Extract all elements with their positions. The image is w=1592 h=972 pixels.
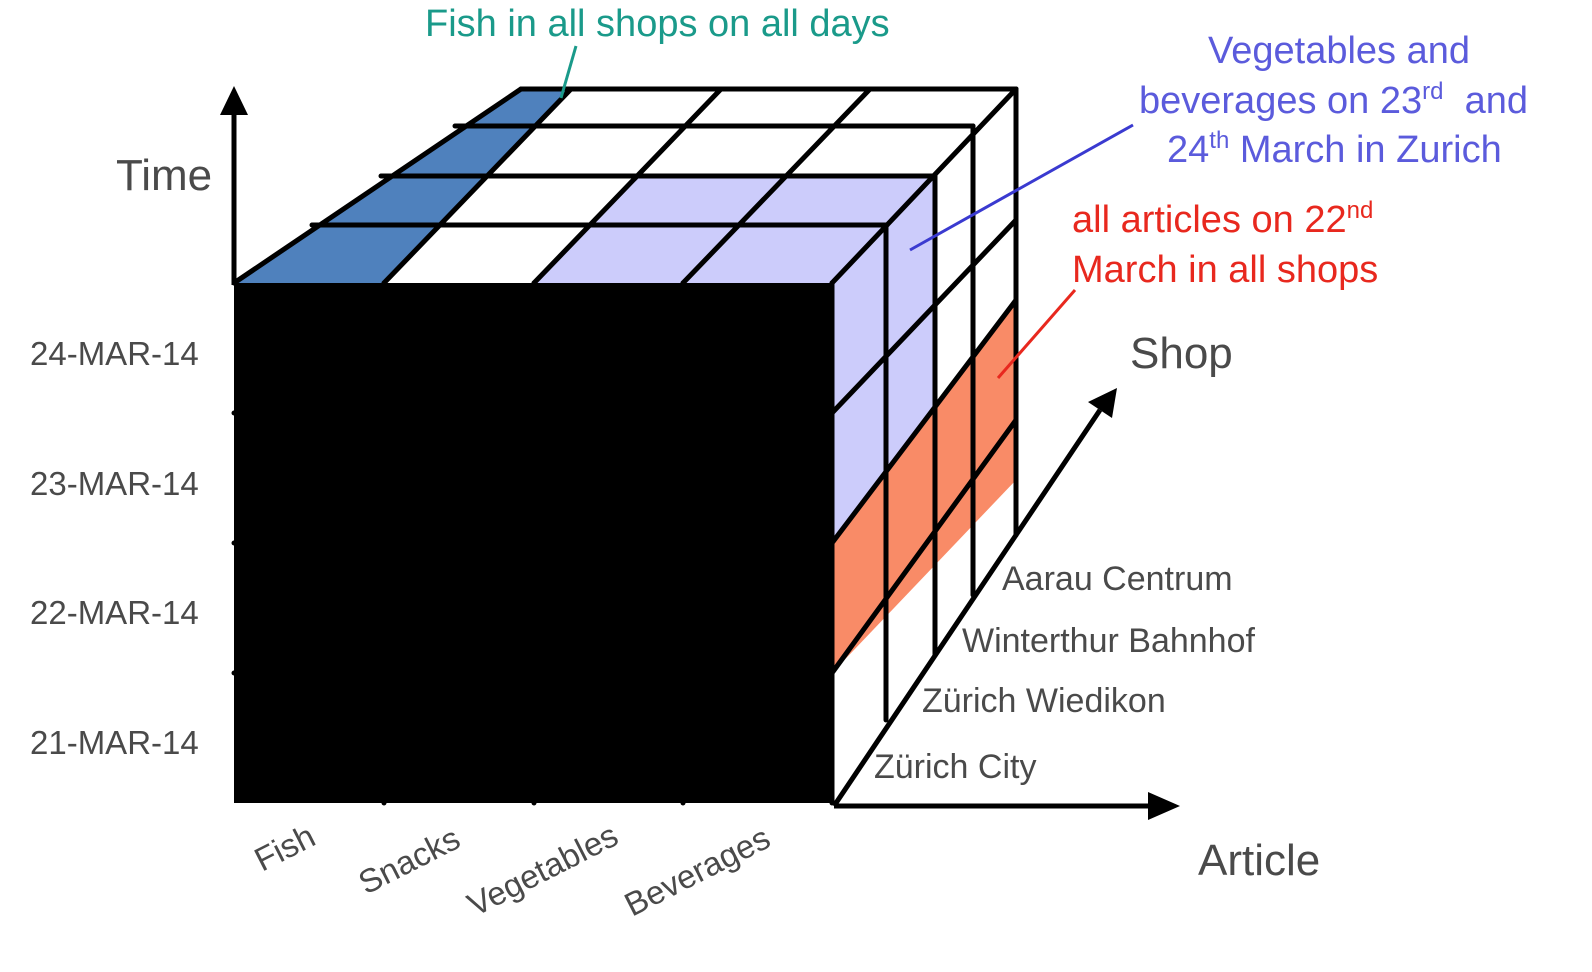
annotation-articles-line2: March in all shops (1072, 249, 1378, 291)
shop-label-winterthur: Winterthur Bahnhof (962, 622, 1255, 660)
article-label-snacks: Snacks (352, 819, 465, 901)
annotation-veg-line1: Vegetables and (1208, 30, 1470, 72)
annotation-fish-text: Fish in all shops on all days (425, 3, 890, 45)
annotation-fish: Fish in all shops on all days (425, 3, 890, 99)
time-label-24: 24-MAR-14 (30, 335, 199, 372)
shop-label-aarau: Aarau Centrum (1002, 560, 1233, 598)
article-label-beverages: Beverages (618, 819, 775, 924)
annotation-veg-line3: 24th March in Zurich (1167, 127, 1502, 171)
shop-axis (831, 388, 1117, 808)
time-label-21: 21-MAR-14 (30, 724, 199, 761)
article-label-vegetables: Vegetables (461, 816, 623, 923)
article-axis (834, 792, 1180, 820)
time-axis (220, 86, 248, 285)
annotation-vegetables-beverages: Vegetables and beverages on 23rd and 24t… (909, 30, 1528, 252)
shop-label-wiedikon: Zürich Wiedikon (922, 682, 1166, 720)
cube-gridlines (231, 86, 1019, 806)
time-label-23: 23-MAR-14 (30, 465, 199, 502)
time-label-22: 22-MAR-14 (30, 594, 199, 631)
shop-axis-title: Shop (1130, 329, 1233, 378)
annotation-veg-line2: beverages on 23rd and (1139, 78, 1528, 122)
time-axis-title: Time (116, 151, 212, 200)
annotation-articles-line1: all articles on 22nd (1072, 197, 1373, 241)
shop-label-city: Zürich City (874, 748, 1036, 786)
article-label-fish: Fish (248, 817, 320, 878)
annotation-all-articles: all articles on 22nd March in all shops (996, 197, 1378, 379)
article-axis-title: Article (1198, 836, 1320, 885)
